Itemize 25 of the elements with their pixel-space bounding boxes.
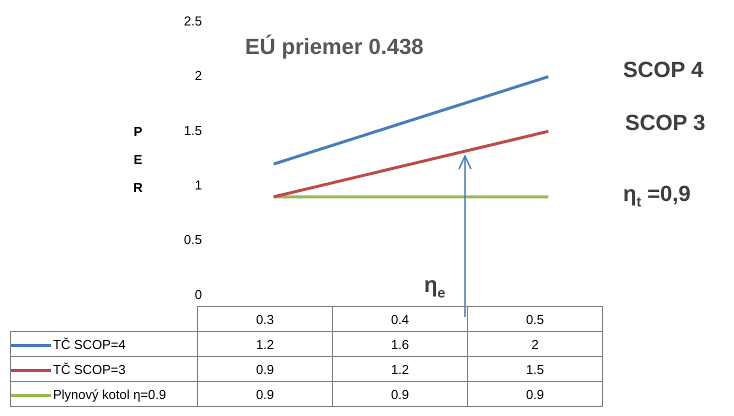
y-tick-label: 2 <box>194 68 202 84</box>
data-label: 1.2 <box>332 356 468 382</box>
text: SCOP 4 <box>623 57 704 82</box>
data-label: 0.9 <box>198 356 332 382</box>
text: SCOP 3 <box>625 110 706 135</box>
x-tick-label: 0.4 <box>332 306 468 332</box>
x-tick-label: 0.5 <box>468 306 602 332</box>
y-tick-label: 2.5 <box>184 14 202 29</box>
data-label: 1.6 <box>332 332 468 356</box>
y-tick-label: 1.5 <box>184 122 202 138</box>
legend-label: TČ SCOP=3 <box>10 356 198 382</box>
y-tick-label: 0.5 <box>184 232 202 248</box>
data-label: 2 <box>468 332 602 356</box>
legend-label: TČ SCOP=4 <box>10 332 198 356</box>
y-tick-label: 1 <box>194 178 202 192</box>
data-label: 0.9 <box>468 382 602 406</box>
data-label: 0.9 <box>332 382 468 406</box>
annotation: EÚ priemer 0.438 <box>245 34 424 59</box>
data-label: 1.2 <box>198 332 332 356</box>
data-label: 1.5 <box>468 356 602 382</box>
y-tick-label: 0 <box>194 286 202 302</box>
legend-label: Plynový kotol η=0.9 <box>10 382 198 406</box>
data-label: 0.9 <box>198 382 332 406</box>
x-tick-label: 0.3 <box>198 306 332 332</box>
y-axis-title: PER <box>132 123 144 197</box>
